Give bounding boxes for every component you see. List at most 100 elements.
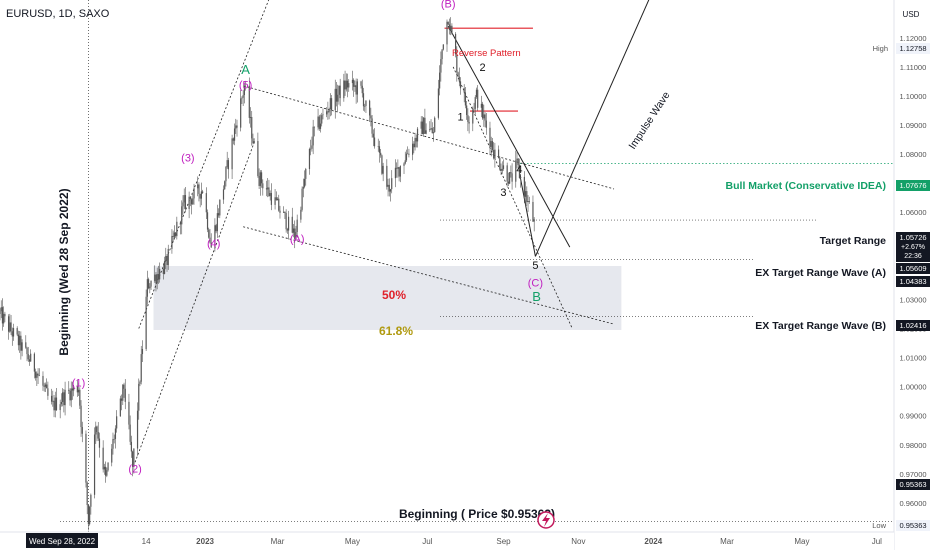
candle	[68, 381, 70, 394]
candle	[275, 191, 277, 201]
candle	[146, 270, 148, 305]
candle	[120, 394, 123, 411]
beginning-price-box	[896, 479, 930, 490]
candle	[124, 379, 126, 410]
candle	[286, 227, 288, 234]
candle	[489, 121, 491, 156]
candle	[499, 156, 501, 171]
candle	[50, 388, 53, 405]
candle	[515, 150, 517, 188]
candle	[440, 51, 442, 82]
wave-label: 5	[532, 260, 538, 272]
time-axis-panel[interactable]	[0, 532, 894, 550]
candle	[192, 193, 194, 205]
candle	[209, 229, 211, 244]
bull-price-box	[896, 180, 930, 191]
candle	[373, 128, 376, 149]
lightning-icon[interactable]	[537, 511, 555, 529]
wave-label: B	[532, 289, 541, 304]
candle	[414, 132, 416, 151]
candle	[208, 227, 210, 239]
candle	[278, 194, 280, 212]
price-axis-panel[interactable]	[894, 0, 932, 550]
candle	[262, 179, 264, 196]
candle	[60, 393, 63, 407]
candle	[474, 95, 476, 116]
candle	[511, 163, 513, 190]
candle	[17, 330, 20, 351]
trendline-channel-outer	[138, 0, 270, 329]
candle	[139, 380, 141, 387]
candle	[149, 283, 151, 294]
candle	[112, 432, 114, 455]
candle	[334, 79, 336, 119]
candle	[506, 162, 508, 187]
candle	[301, 186, 303, 212]
wave-label: (C)	[528, 277, 543, 289]
candle	[493, 142, 495, 160]
candle	[200, 182, 202, 206]
candle	[517, 158, 519, 170]
candle	[364, 103, 366, 112]
wave-label: (B)	[441, 0, 456, 10]
candle	[253, 138, 255, 144]
candle	[89, 505, 91, 526]
candle	[396, 162, 398, 178]
candle	[369, 99, 371, 123]
candle	[54, 391, 56, 418]
candle	[162, 262, 164, 280]
candle	[184, 186, 187, 213]
candle	[500, 163, 502, 176]
candle	[475, 87, 478, 99]
candle	[528, 196, 530, 204]
candle	[439, 65, 441, 96]
high-price-box	[896, 43, 930, 54]
candle	[190, 197, 193, 215]
candle	[346, 73, 349, 98]
candle	[12, 323, 15, 341]
candle	[33, 352, 35, 379]
candle	[480, 95, 482, 118]
candle	[437, 79, 440, 120]
candle	[283, 206, 285, 213]
candle	[483, 104, 485, 127]
ex-target-a-label: EX Target Range Wave (A)	[755, 267, 886, 279]
candle	[47, 381, 49, 400]
candle	[222, 185, 225, 204]
candle	[356, 78, 358, 103]
candle	[468, 116, 470, 134]
candle	[387, 178, 389, 197]
date-badge: Wed Sep 28, 2022	[29, 537, 96, 546]
ex-target-b-label: EX Target Range Wave (B)	[755, 320, 886, 332]
candle	[133, 448, 135, 474]
candle	[398, 167, 400, 182]
candle	[501, 161, 503, 174]
candle	[202, 189, 204, 194]
candle	[335, 82, 338, 107]
candle	[166, 253, 168, 272]
time-tick: Jul	[422, 537, 432, 546]
candle	[175, 232, 177, 238]
candle	[362, 87, 365, 111]
candle	[403, 162, 405, 174]
candle	[19, 331, 21, 353]
candle	[458, 67, 460, 87]
candle	[30, 349, 32, 362]
candle	[249, 107, 252, 128]
candle	[114, 425, 117, 449]
candle	[377, 138, 379, 152]
candle	[116, 410, 118, 433]
candle	[107, 462, 109, 472]
candle	[35, 368, 37, 381]
candle	[456, 46, 458, 82]
price-tick: 1.03000	[899, 295, 926, 304]
candle	[371, 114, 373, 138]
time-tick: 14	[142, 537, 151, 546]
fib-50-label: 50%	[382, 288, 406, 302]
candle	[236, 119, 238, 137]
candle	[11, 327, 13, 346]
candle	[87, 504, 90, 531]
candle	[113, 434, 115, 444]
candle	[311, 136, 313, 152]
candle	[258, 168, 260, 189]
